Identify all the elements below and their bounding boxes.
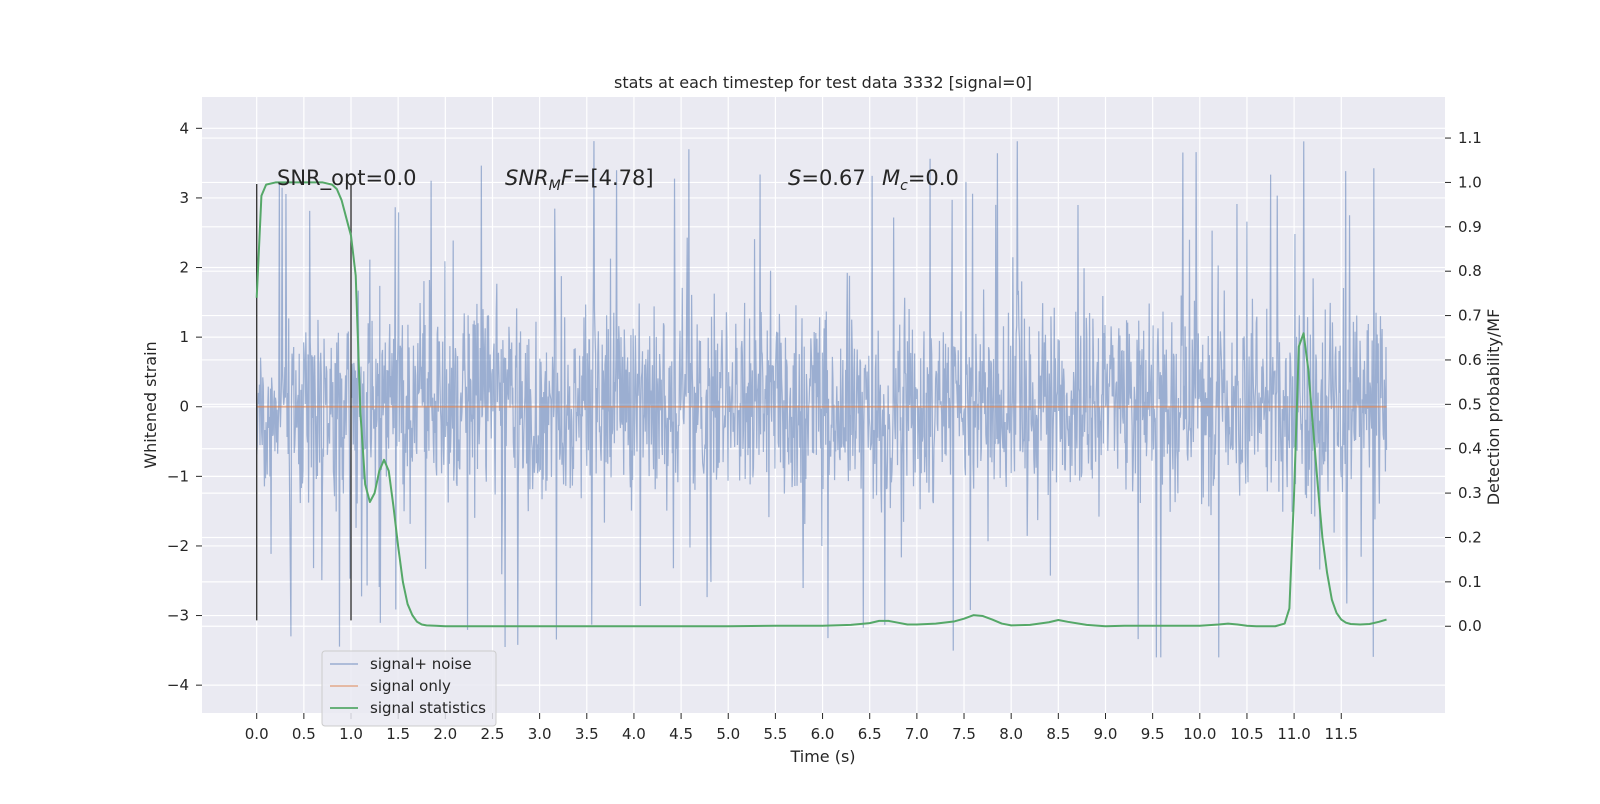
x-tick-label: 2.0 (433, 725, 457, 743)
snr-mf-sub: M (549, 178, 561, 194)
x-tick-label: 6.5 (858, 725, 882, 743)
x-tick-label: 0.5 (292, 725, 316, 743)
x-tick-label: 8.0 (999, 725, 1023, 743)
legend-entry-signal-statistics: signal statistics (330, 699, 486, 717)
legend-label-signal-statistics: signal statistics (370, 699, 486, 717)
x-tick-label: 3.5 (575, 725, 599, 743)
signal-statistics-line (255, 181, 1387, 628)
y-tick-label-right: 0.6 (1458, 351, 1482, 369)
y-tick-label-right: 0.5 (1458, 395, 1482, 413)
signal-noise-line (256, 141, 1388, 658)
x-tick-label: 9.5 (1141, 725, 1165, 743)
y-tick-label-left: 1 (179, 328, 189, 346)
y-axis-label-left: Whitened strain (141, 341, 160, 468)
y-tick-label-right: 0.0 (1458, 617, 1482, 635)
x-tick-label: 9.0 (1094, 725, 1118, 743)
y-tick-label-right: 0.4 (1458, 440, 1482, 458)
legend-label-signal-noise: signal+ noise (370, 655, 472, 673)
y-tick-label-right: 1.0 (1458, 173, 1482, 191)
x-tick-label: 7.0 (905, 725, 929, 743)
x-tick-label: 5.5 (763, 725, 787, 743)
y-ticks-right: 1.1 1.0 0.9 0.8 0.7 0.6 0.5 0.4 0.3 0.2 0.1 0.0 (1445, 129, 1482, 635)
x-tick-label: 4.0 (622, 725, 646, 743)
s-value: =0.67 (801, 166, 865, 190)
x-tick-label: 1.5 (386, 725, 410, 743)
snr-mf-value: =[4.78] (573, 166, 654, 190)
x-tick-label: 3.0 (528, 725, 552, 743)
annotation-snr-mf: SNRMF=[4.78] (505, 166, 654, 194)
y-tick-label-left: 4 (179, 119, 189, 137)
mc-value: =0.0 (908, 166, 959, 190)
x-tick-label: 10.0 (1183, 725, 1216, 743)
y-tick-label-left: −3 (167, 607, 189, 625)
y-tick-label-right: 0.1 (1458, 573, 1482, 591)
signal-statistics-series (255, 181, 1387, 628)
x-tick-label: 2.5 (481, 725, 505, 743)
snr-mf-f: F (561, 166, 574, 190)
y-tick-label-right: 0.3 (1458, 484, 1482, 502)
x-tick-label: 1.0 (339, 725, 363, 743)
annotation-snr-opt: SNR_opt=0.0 (277, 166, 417, 191)
x-tick-label: 0.0 (245, 725, 269, 743)
mc-var: M (882, 166, 900, 190)
x-tick-label: 8.5 (1046, 725, 1070, 743)
snr-mf-base: SNR (505, 166, 549, 190)
x-ticks: 0.0 0.5 1.0 1.5 2.0 2.5 3.0 3.5 4.0 4.5 5.0 5.5 6.0 6… (245, 713, 1358, 743)
legend-box (321, 650, 497, 727)
x-tick-label: 7.5 (952, 725, 976, 743)
legend: signal+ noise signal only signal statist… (321, 650, 497, 727)
y-tick-label-right: 1.1 (1458, 129, 1482, 147)
y-tick-label-left: 3 (179, 189, 189, 207)
signal-noise-series (256, 141, 1388, 658)
y-axis-label-right: Detection probability/MF (1484, 309, 1503, 506)
x-tick-label: 5.0 (716, 725, 740, 743)
y-tick-label-right: 0.8 (1458, 262, 1482, 280)
x-tick-label: 10.5 (1230, 725, 1263, 743)
y-tick-label-left: −1 (167, 467, 189, 485)
x-axis-label: Time (s) (789, 747, 855, 766)
y-tick-label-right: 0.7 (1458, 307, 1482, 325)
y-tick-label-left: 2 (179, 259, 189, 277)
x-tick-label: 6.0 (811, 725, 835, 743)
legend-entry-signal-noise: signal+ noise (330, 655, 472, 673)
legend-label-signal-only: signal only (370, 677, 451, 695)
x-tick-label: 11.5 (1325, 725, 1358, 743)
x-tick-label: 4.5 (669, 725, 693, 743)
legend-entry-signal-only: signal only (330, 677, 451, 695)
s-var: S (788, 166, 801, 190)
x-tick-label: 11.0 (1277, 725, 1310, 743)
y-tick-label-left: 0 (179, 398, 189, 416)
y-tick-label-right: 0.2 (1458, 528, 1482, 546)
mc-sub: c (900, 178, 908, 194)
annotation-s: S=0.67 (788, 166, 866, 190)
y-tick-label-left: −2 (167, 537, 189, 555)
y-ticks-left: 4 3 2 1 0 −1 −2 −3 −4 (167, 119, 202, 694)
chart-title: stats at each timestep for test data 333… (614, 73, 1032, 92)
annotation-mc: Mc=0.0 (882, 166, 959, 194)
y-tick-label-left: −4 (167, 676, 189, 694)
window-markers (255, 184, 352, 621)
y-tick-label-right: 0.9 (1458, 218, 1482, 236)
